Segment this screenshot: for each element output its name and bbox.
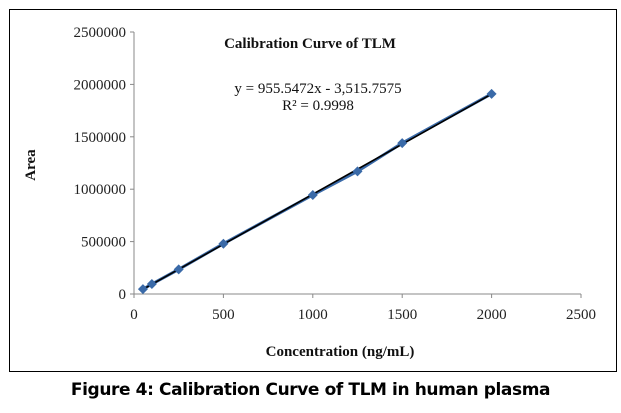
y-tick-label: 500000 bbox=[81, 235, 126, 251]
chart-title: Calibration Curve of TLM bbox=[224, 36, 396, 52]
data-point bbox=[146, 279, 157, 290]
data-point bbox=[397, 138, 408, 149]
x-axis-label: Concentration (ng/mL) bbox=[266, 344, 415, 360]
figure-caption: Figure 4: Calibration Curve of TLM in hu… bbox=[70, 380, 551, 400]
y-tick-label: 2000000 bbox=[74, 77, 127, 93]
x-tick-label: 2000 bbox=[477, 307, 507, 323]
data-point bbox=[307, 189, 318, 200]
y-tick-label: 1000000 bbox=[74, 182, 127, 198]
data-point bbox=[486, 88, 497, 99]
trendline-r2: R² = 0.9998 bbox=[282, 98, 354, 114]
trendline-equation: y = 955.5472x - 3,515.7575 bbox=[234, 81, 401, 97]
y-tick-label: 0 bbox=[119, 287, 127, 303]
data-point bbox=[173, 264, 184, 275]
y-tick-label: 1500000 bbox=[74, 130, 127, 146]
chart-frame bbox=[9, 9, 617, 372]
y-axis-label: Area bbox=[23, 149, 39, 181]
x-tick-label: 2500 bbox=[566, 307, 596, 323]
y-tick-label: 2500000 bbox=[74, 25, 127, 41]
trendline bbox=[142, 93, 492, 291]
x-tick-label: 1000 bbox=[298, 307, 328, 323]
data-point bbox=[352, 166, 363, 177]
x-tick-label: 1500 bbox=[387, 307, 417, 323]
x-tick-label: 0 bbox=[130, 307, 138, 323]
data-point bbox=[218, 238, 229, 249]
data-point bbox=[137, 284, 148, 295]
x-tick-label: 500 bbox=[212, 307, 235, 323]
